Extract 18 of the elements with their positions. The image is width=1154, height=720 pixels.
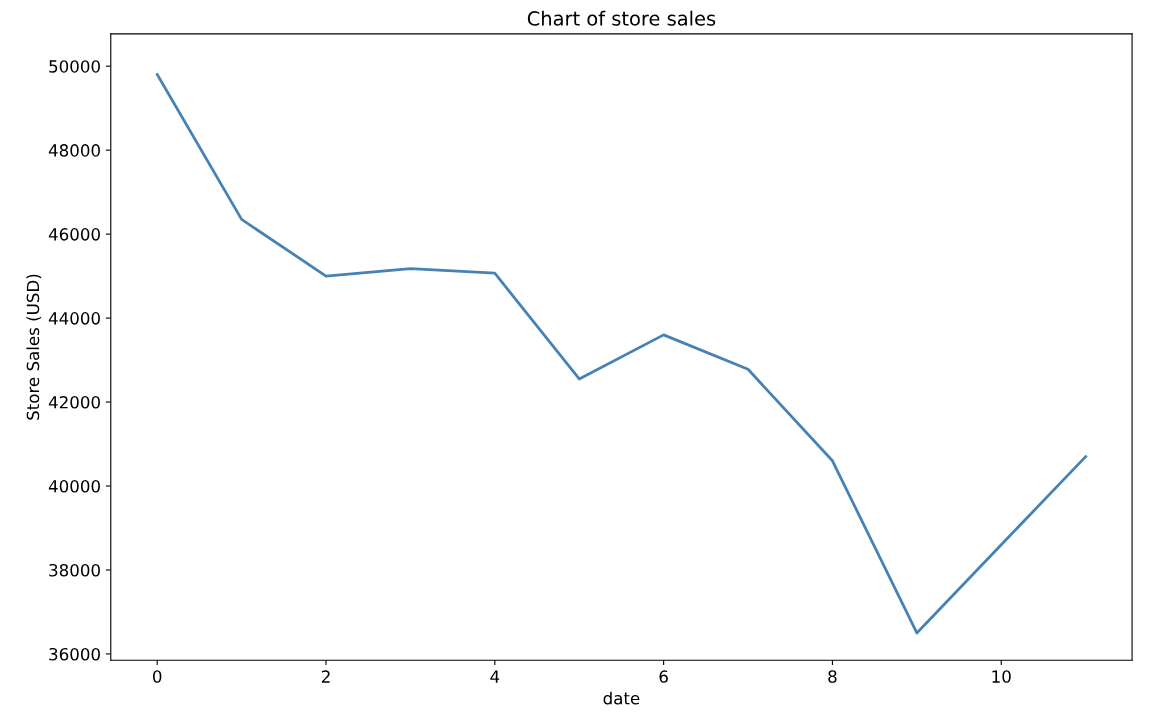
x-tick-label: 2 [321,670,330,683]
line-series [155,73,1088,635]
chart-title: Chart of store sales [527,10,716,26]
y-tick-label: 40000 [48,479,100,493]
y-tick-label: 42000 [48,396,100,409]
x-axis-title: date [603,691,640,705]
y-axis-title: Store Sales (USD) [26,274,42,420]
y-tick-label: 38000 [49,563,100,577]
x-tick-label: 6 [659,670,668,683]
x-tick-label: 4 [490,670,500,683]
x-tick-label: 10 [992,670,1011,683]
y-tick-label: 36000 [49,647,100,661]
x-tick-label: 8 [828,670,837,683]
y-tick-label: 50000 [49,60,100,73]
y-tick-label: 44000 [48,312,100,325]
x-tick-label: 0 [153,670,162,683]
y-tick-label: 46000 [48,228,100,241]
y-tick-label: 48000 [48,144,100,157]
